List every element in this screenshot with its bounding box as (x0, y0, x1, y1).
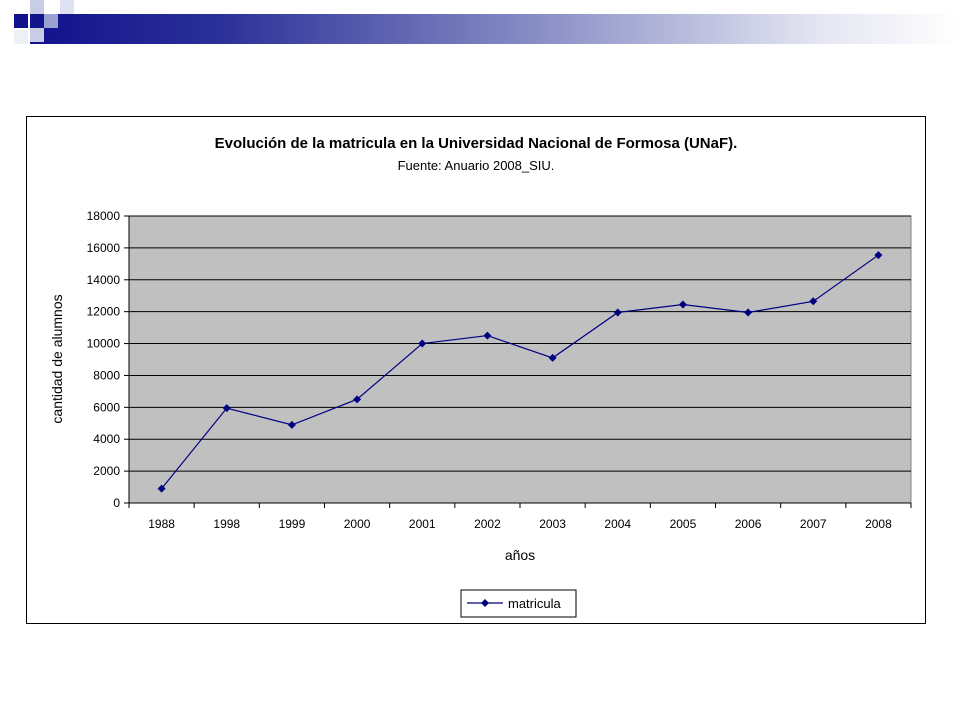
legend: matricula (460, 589, 577, 618)
y-tick-label: 8000 (93, 368, 120, 382)
y-tick-label: 10000 (87, 337, 121, 351)
y-tick-label: 16000 (87, 241, 121, 255)
y-tick-labels: 0 2000 4000 6000 8000 10000 12000 14000 16000 180… (87, 209, 129, 510)
y-tick-label: 14000 (87, 273, 121, 287)
header-gradient-bar (30, 14, 960, 44)
x-tick-label: 2001 (409, 517, 436, 531)
legend-label: matricula (508, 596, 562, 611)
y-axis-title: cantidad de alumnos (49, 294, 65, 423)
data-point (418, 339, 427, 348)
decor-square-dark (14, 14, 28, 28)
x-tick-label: 1988 (148, 517, 175, 531)
y-tick-label: 12000 (87, 305, 121, 319)
x-tick-label: 2006 (735, 517, 762, 531)
decor-square-light (30, 0, 44, 14)
data-point (157, 484, 166, 493)
plot-area (128, 215, 912, 504)
y-tick-label: 2000 (93, 464, 120, 478)
gridlines (128, 215, 911, 504)
x-tick-label: 2008 (865, 517, 892, 531)
x-tick-label: 2000 (344, 517, 371, 531)
data-point (548, 353, 557, 362)
data-point (678, 300, 687, 309)
data-point (483, 331, 492, 340)
series-line (161, 254, 879, 490)
x-tick-label: 1998 (213, 517, 240, 531)
series-matricula (157, 251, 883, 493)
data-point (222, 404, 231, 413)
data-point (874, 251, 883, 260)
data-point (287, 420, 296, 429)
decor-square-pale (60, 0, 74, 14)
y-tick-label: 0 (113, 496, 120, 510)
y-tick-label: 6000 (93, 400, 120, 414)
data-point (744, 308, 753, 317)
x-tick-label: 2002 (474, 517, 501, 531)
x-tick-label: 2005 (670, 517, 697, 531)
y-tick-label: 4000 (93, 432, 120, 446)
data-point (353, 395, 362, 404)
x-tick-label: 1999 (279, 517, 306, 531)
y-tick-label: 18000 (87, 209, 121, 223)
decor-square-pale-2 (14, 30, 28, 44)
x-tick-label: 2003 (539, 517, 566, 531)
decor-square-mid (44, 14, 58, 28)
x-axis-title: años (505, 547, 535, 563)
data-point (613, 308, 622, 317)
data-point (809, 297, 818, 306)
x-tick-labels: 1988 1998 1999 2000 2001 2002 2003 2004 2005 2006… (128, 503, 912, 531)
x-tick-label: 2007 (800, 517, 827, 531)
legend-marker (481, 599, 489, 607)
chart-title: Evolución de la matricula en la Universi… (215, 135, 738, 152)
chart-subtitle: Fuente: Anuario 2008_SIU. (398, 158, 555, 173)
x-tick-label: 2004 (604, 517, 631, 531)
decor-square-light-2 (30, 28, 44, 42)
